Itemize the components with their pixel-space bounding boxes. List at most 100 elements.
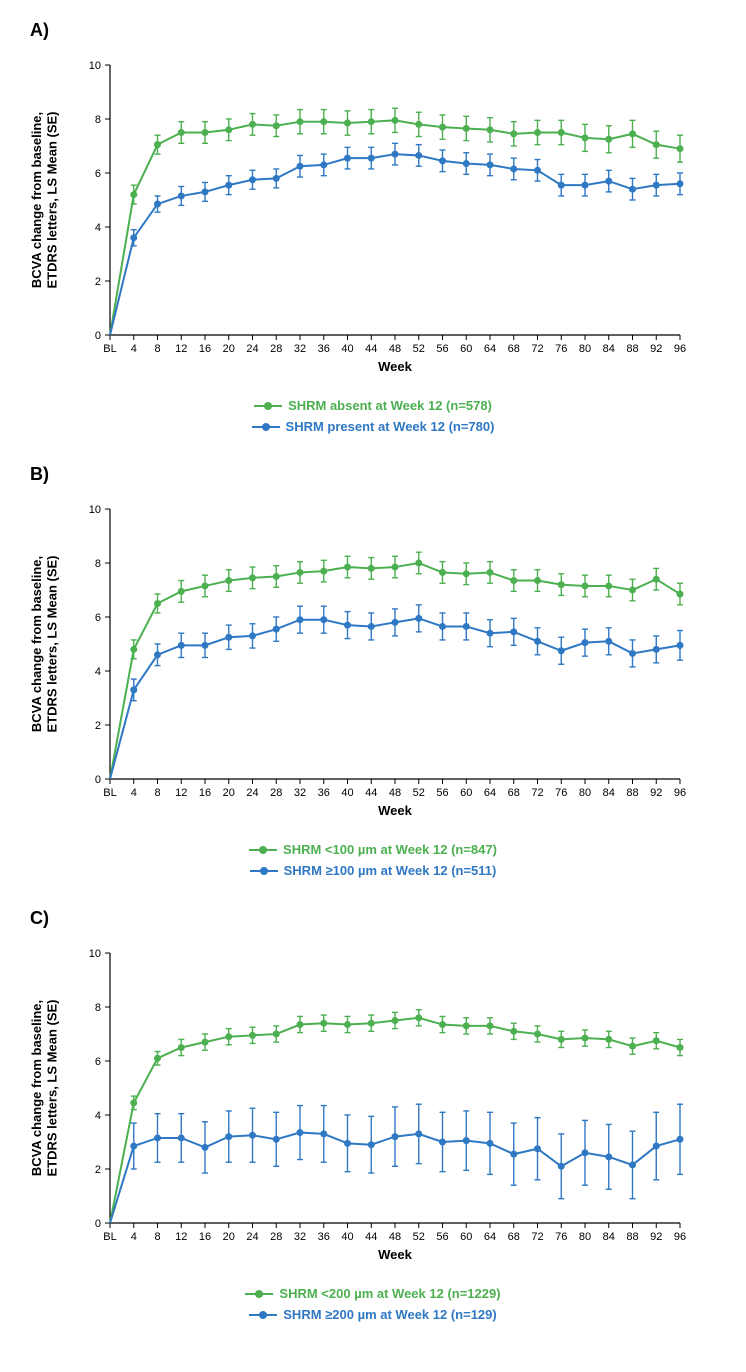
svg-text:84: 84 [603, 787, 615, 799]
legend-swatch [254, 405, 282, 407]
svg-text:BCVA change from baseline,ETDR: BCVA change from baseline,ETDRS letters,… [29, 1000, 60, 1177]
svg-text:84: 84 [603, 343, 615, 355]
legend-item: SHRM <100 µm at Week 12 (n=847) [249, 842, 497, 857]
chart-panel: C)0246810BL48121620242832364044485256606… [20, 908, 726, 1322]
svg-text:64: 64 [484, 787, 496, 799]
svg-text:48: 48 [389, 343, 401, 355]
svg-text:2: 2 [95, 276, 101, 288]
svg-text:24: 24 [246, 343, 258, 355]
svg-text:6: 6 [95, 1056, 101, 1068]
legend-label: SHRM ≥100 µm at Week 12 (n=511) [284, 863, 497, 878]
svg-text:32: 32 [294, 343, 306, 355]
svg-text:4: 4 [95, 666, 101, 678]
chart-container: 0246810BL4812162024283236404448525660646… [20, 489, 726, 834]
legend-swatch [250, 870, 278, 872]
svg-text:76: 76 [555, 787, 567, 799]
svg-text:64: 64 [484, 1231, 496, 1243]
svg-text:20: 20 [223, 343, 235, 355]
chart-container: 0246810BL4812162024283236404448525660646… [20, 933, 726, 1278]
svg-text:0: 0 [95, 774, 101, 786]
svg-text:44: 44 [365, 787, 377, 799]
svg-text:96: 96 [674, 343, 686, 355]
legend-swatch [245, 1293, 273, 1295]
svg-text:80: 80 [579, 343, 591, 355]
svg-text:6: 6 [95, 612, 101, 624]
svg-text:4: 4 [95, 1110, 101, 1122]
legend-item: SHRM ≥100 µm at Week 12 (n=511) [250, 863, 497, 878]
svg-text:0: 0 [95, 330, 101, 342]
svg-text:28: 28 [270, 1231, 282, 1243]
svg-text:8: 8 [154, 343, 160, 355]
svg-text:72: 72 [531, 1231, 543, 1243]
chart-svg: 0246810BL4812162024283236404448525660646… [20, 489, 700, 829]
legend-item: SHRM ≥200 µm at Week 12 (n=129) [249, 1307, 496, 1322]
svg-text:84: 84 [603, 1231, 615, 1243]
svg-text:12: 12 [175, 1231, 187, 1243]
svg-text:BL: BL [103, 787, 116, 799]
svg-text:36: 36 [318, 1231, 330, 1243]
svg-text:12: 12 [175, 787, 187, 799]
svg-text:92: 92 [650, 787, 662, 799]
svg-text:2: 2 [95, 1164, 101, 1176]
svg-text:88: 88 [626, 1231, 638, 1243]
svg-text:56: 56 [436, 1231, 448, 1243]
chart-legend: SHRM <100 µm at Week 12 (n=847) SHRM ≥100… [20, 842, 726, 878]
svg-text:10: 10 [89, 948, 101, 960]
svg-text:32: 32 [294, 1231, 306, 1243]
legend-label: SHRM absent at Week 12 (n=578) [288, 398, 492, 413]
chart-container: 0246810BL4812162024283236404448525660646… [20, 45, 726, 390]
chart-svg: 0246810BL4812162024283236404448525660646… [20, 45, 700, 385]
figure-root: A)0246810BL48121620242832364044485256606… [20, 20, 726, 1322]
svg-text:80: 80 [579, 1231, 591, 1243]
svg-text:72: 72 [531, 787, 543, 799]
panel-label: C) [20, 908, 726, 929]
svg-text:56: 56 [436, 343, 448, 355]
svg-text:88: 88 [626, 787, 638, 799]
svg-text:28: 28 [270, 343, 282, 355]
panel-label: A) [20, 20, 726, 41]
svg-text:36: 36 [318, 787, 330, 799]
legend-item: SHRM present at Week 12 (n=780) [252, 419, 495, 434]
svg-text:96: 96 [674, 1231, 686, 1243]
legend-label: SHRM <100 µm at Week 12 (n=847) [283, 842, 497, 857]
svg-text:44: 44 [365, 343, 377, 355]
svg-text:BCVA change from baseline,ETDR: BCVA change from baseline,ETDRS letters,… [29, 112, 60, 289]
svg-text:10: 10 [89, 60, 101, 72]
chart-svg: 0246810BL4812162024283236404448525660646… [20, 933, 700, 1273]
svg-text:6: 6 [95, 168, 101, 180]
svg-text:16: 16 [199, 787, 211, 799]
svg-text:60: 60 [460, 1231, 472, 1243]
svg-text:16: 16 [199, 343, 211, 355]
legend-swatch [249, 849, 277, 851]
svg-text:48: 48 [389, 787, 401, 799]
svg-text:52: 52 [413, 1231, 425, 1243]
svg-text:40: 40 [341, 1231, 353, 1243]
svg-text:40: 40 [341, 787, 353, 799]
svg-text:BL: BL [103, 1231, 116, 1243]
svg-text:68: 68 [508, 787, 520, 799]
svg-text:8: 8 [95, 1002, 101, 1014]
svg-text:72: 72 [531, 343, 543, 355]
svg-text:24: 24 [246, 1231, 258, 1243]
svg-text:32: 32 [294, 787, 306, 799]
svg-text:4: 4 [131, 787, 137, 799]
svg-text:52: 52 [413, 787, 425, 799]
legend-swatch [252, 426, 280, 428]
svg-text:Week: Week [378, 803, 412, 818]
panel-label: B) [20, 464, 726, 485]
svg-text:20: 20 [223, 1231, 235, 1243]
svg-text:76: 76 [555, 343, 567, 355]
svg-text:92: 92 [650, 1231, 662, 1243]
svg-text:60: 60 [460, 787, 472, 799]
svg-text:28: 28 [270, 787, 282, 799]
svg-text:40: 40 [341, 343, 353, 355]
svg-text:12: 12 [175, 343, 187, 355]
legend-item: SHRM absent at Week 12 (n=578) [254, 398, 492, 413]
svg-text:20: 20 [223, 787, 235, 799]
svg-text:60: 60 [460, 343, 472, 355]
svg-text:2: 2 [95, 720, 101, 732]
chart-legend: SHRM <200 µm at Week 12 (n=1229)SHRM ≥20… [20, 1286, 726, 1322]
svg-text:68: 68 [508, 1231, 520, 1243]
chart-panel: A)0246810BL48121620242832364044485256606… [20, 20, 726, 434]
svg-text:8: 8 [95, 558, 101, 570]
